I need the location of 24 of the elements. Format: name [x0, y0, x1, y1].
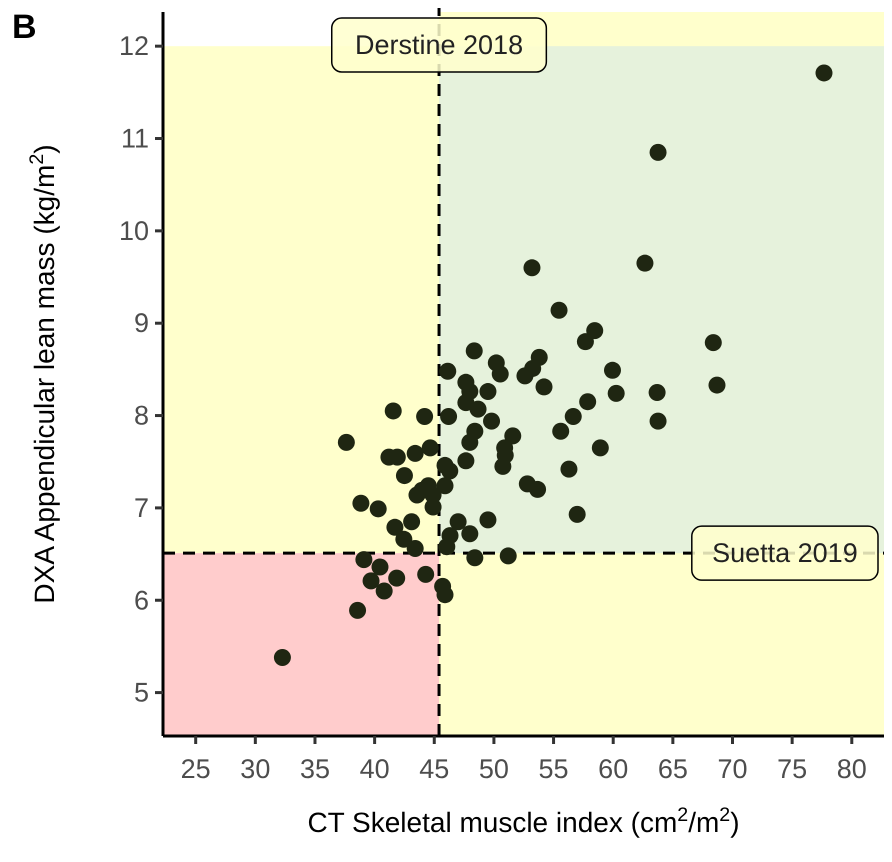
x-tick-label: 65: [658, 754, 688, 784]
y-tick-label: 9: [134, 308, 149, 338]
x-tick-label: 25: [180, 754, 211, 784]
y-tick-label: 10: [118, 216, 149, 246]
y-tick-label: 12: [118, 31, 149, 62]
x-tick-label: 50: [478, 754, 509, 784]
x-tick-label: 70: [717, 754, 748, 784]
text: B: [12, 8, 37, 46]
x-tick-label: 55: [538, 754, 569, 784]
x-axis-title: CT Skeletal muscle index (cm$^{2}$/m$^{2}$): [307, 804, 740, 838]
x-tick-label: 35: [300, 754, 330, 784]
x-tick-label: 60: [598, 754, 628, 784]
x-tick-label: 40: [360, 754, 390, 784]
x-tick-label: 75: [777, 754, 808, 784]
x-tick-label: 80: [836, 754, 867, 784]
y-tick-label: 6: [134, 585, 149, 616]
y-tick-label: 5: [134, 678, 149, 708]
y-tick-label: 11: [120, 124, 149, 154]
ref-line-label: Suetta 2019: [712, 538, 858, 568]
y-tick-label: 8: [134, 400, 149, 431]
ref-line-label: Derstine 2018: [354, 30, 524, 60]
x-tick-label: 45: [419, 754, 450, 784]
y-tick-label: 7: [134, 492, 149, 523]
x-tick-label: 30: [240, 754, 270, 784]
